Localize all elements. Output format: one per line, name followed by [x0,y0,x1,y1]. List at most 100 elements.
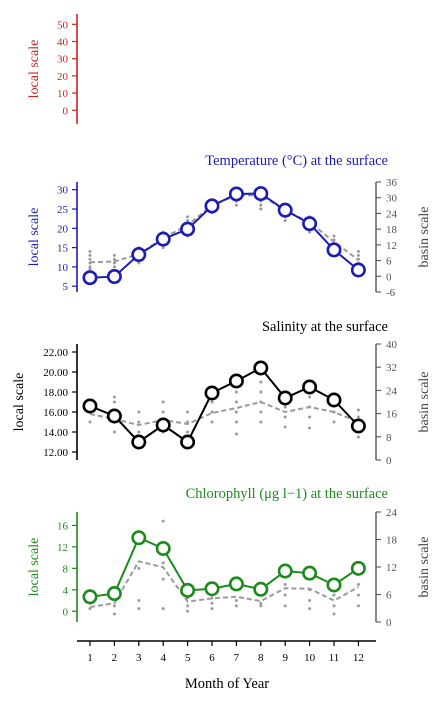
salinity-basin-point [259,420,263,424]
temperature-left-tick-label: 30 [57,185,69,197]
temperature-right-tick-label: 24 [386,208,398,220]
chlorophyll-left-tick-label: 8 [63,563,69,575]
salinity-local-point [350,418,366,434]
chlorophyll-basin-point [112,604,116,608]
chlorophyll-right-tick-label: 0 [386,617,392,629]
salinity-basin-point [259,410,263,414]
x-tick-label: 4 [160,652,166,664]
temperature-local-point [253,186,269,202]
salinity-local-point [155,417,171,433]
salinity-left-tick-label: 12.00 [43,447,68,459]
temperature-basin-point [88,265,92,269]
temperature-basin-point [88,253,92,257]
chlorophyll-basin-point [210,607,214,611]
temperature-right-tick-label: 0 [386,271,392,283]
chlorophyll-basin-point [356,604,360,608]
x-tick-label: 11 [329,652,340,664]
chlorophyll-left-tick-label: 0 [63,606,69,618]
temperature-basin-point [137,261,141,265]
salinity-right-tick-label: 0 [386,455,392,467]
salinity-left-tick-label: 22.00 [43,347,68,359]
salinity-basin-point [186,410,190,414]
chlorophyll-basin-point [161,561,165,565]
temperature-local-point [82,270,98,286]
chlorophyll-basin-point [356,582,360,586]
chlorophyll-right-tick-label: 18 [386,535,398,547]
salinity-right-tick-label: 32 [386,362,397,374]
salinity-local-point [131,434,147,450]
chlorophyll-left-tick-label: 12 [57,542,68,554]
salinity-local-point [82,398,98,414]
temperature-basin-point [186,219,190,223]
salinity-left-tick-label: 14.00 [43,427,68,439]
x-tick-label: 10 [304,652,316,664]
chlorophyll-basin-point [332,593,336,597]
chlorophyll-basin-point [137,607,141,611]
temperature-basin-point [356,249,360,253]
chlorophyll-local-point [204,581,220,597]
salinity-left-tick-label: 16.00 [43,407,68,419]
temperature-left-axis-label: local scale [27,208,42,267]
temperature-basin-point [259,207,263,211]
salinity-basin-point [112,395,116,399]
salinity-local-point [204,385,220,401]
temperature-basin-point [259,203,263,207]
salinity-basin-point [186,430,190,434]
salinity-basin-point [210,420,214,424]
x-tick-label: 12 [353,652,364,664]
x-tick-label: 3 [136,652,142,664]
chlorophyll-basin-point [186,604,190,608]
temperature-title: Temperature (°C) at the surface [205,153,388,169]
chlorophyll-basin-point [308,607,312,611]
chlorophyll-basin-point [112,612,116,616]
chlorophyll-basin-point [186,609,190,613]
top-left-axis-label: local scale [27,40,42,99]
chlorophyll-local-point [326,577,342,593]
chlorophyll-basin-point [234,599,238,603]
chlorophyll-local-point [106,586,122,602]
chlorophyll-basin-line [89,560,359,608]
salinity-basin-point [356,415,360,419]
salinity-local-point [253,360,269,376]
chlorophyll-local-point [228,576,244,592]
temperature-local-point [131,247,147,263]
temperature-local-point [106,269,122,285]
salinity-basin-point [88,420,92,424]
chlorophyll-title: Chlorophyll (μg l−1) at the surface [186,486,388,502]
salinity-basin-point [259,380,263,384]
salinity-basin-point [283,405,287,409]
salinity-local-point [302,379,318,395]
top-left-tick-label: 30 [57,54,69,66]
salinity-basin-point [308,426,312,430]
salinity-basin-point [210,410,214,414]
temperature-local-point [204,198,220,214]
temperature-right-tick-label: 6 [386,256,392,268]
temperature-right-tick-label: 12 [386,240,397,252]
salinity-basin-point [234,420,238,424]
salinity-basin-point [332,420,336,424]
temperature-basin-point [283,219,287,223]
salinity-right-axis-label: basin scale [417,371,432,432]
temperature-basin-point [112,257,116,261]
temperature-local-point [155,231,171,247]
salinity-basin-point [137,410,141,414]
chlorophyll-local-line [89,536,359,598]
temperature-left-tick-label: 15 [57,243,69,255]
temperature-basin-point [161,246,165,250]
temperature-basin-point [186,215,190,219]
temperature-left-tick-label: 20 [57,223,69,235]
chlorophyll-basin-point [332,604,336,608]
salinity-left-axis-label: local scale [12,373,27,432]
temperature-basin-point [112,265,116,269]
temperature-basin-point [88,249,92,253]
chlorophyll-right-tick-label: 6 [386,590,392,602]
chlorophyll-basin-point [234,604,238,608]
temperature-right-tick-label: -6 [386,287,396,299]
salinity-basin-point [234,400,238,404]
salinity-basin-point [283,425,287,429]
salinity-right-tick-label: 24 [386,385,398,397]
chlorophyll-local-point [350,560,366,576]
chlorophyll-basin-point [259,604,263,608]
salinity-basin-point [308,415,312,419]
